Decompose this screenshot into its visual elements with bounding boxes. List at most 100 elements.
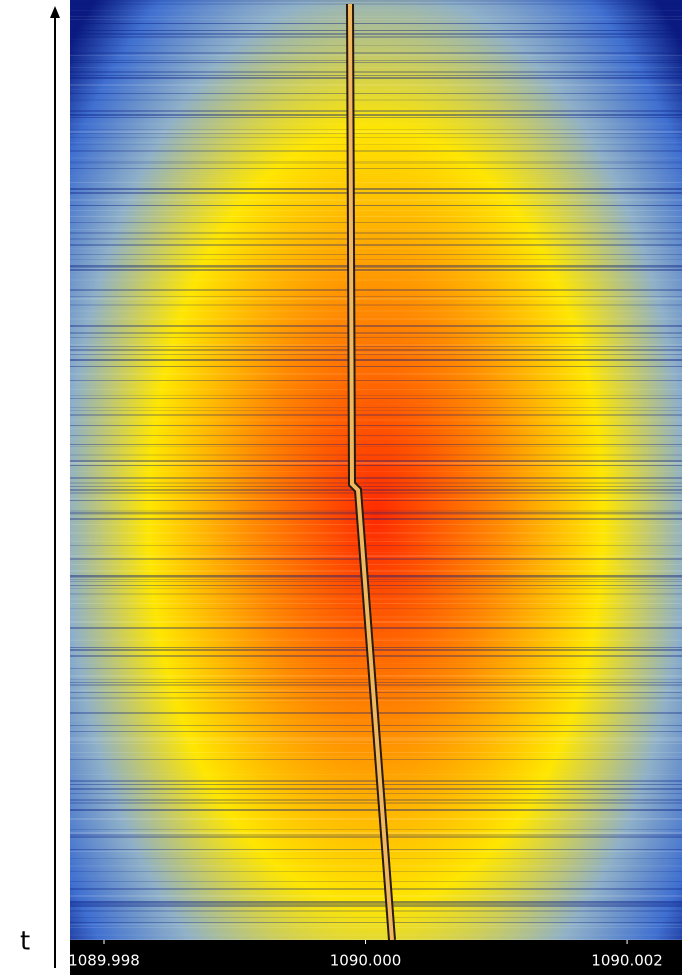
stripe [70, 344, 682, 346]
stripe [70, 649, 682, 651]
stripe [70, 450, 682, 451]
stripe [70, 296, 682, 297]
stripe [70, 444, 682, 445]
stripe [70, 849, 682, 850]
stripe [70, 123, 682, 125]
stripe [70, 668, 682, 669]
stripe [70, 844, 682, 846]
stripe [70, 799, 682, 801]
stripe [70, 895, 682, 897]
stripe [70, 140, 682, 141]
stripe [70, 352, 682, 354]
stripe [70, 471, 682, 472]
chart: t 1089.9981090.0001090.002 [0, 0, 690, 975]
stripe [70, 903, 682, 905]
stripe [70, 657, 682, 658]
stripe [70, 647, 682, 648]
stripe [70, 655, 682, 657]
stripe [70, 289, 682, 291]
stripe [70, 67, 682, 68]
stripe [70, 407, 682, 408]
stripe [70, 55, 682, 56]
stripe [70, 438, 682, 440]
stripe [70, 492, 682, 494]
stripe [70, 793, 682, 794]
stripe [70, 446, 682, 447]
stripe [70, 482, 682, 484]
stripe [70, 62, 682, 63]
stripe [70, 425, 682, 426]
stripe [70, 538, 682, 540]
stripe [70, 222, 682, 223]
stripe [70, 366, 682, 367]
stripe [70, 175, 682, 176]
stripe [70, 182, 682, 183]
stripe [70, 114, 682, 116]
stripe [70, 75, 682, 76]
stripe [70, 818, 682, 820]
stripe [70, 403, 682, 405]
stripe [70, 380, 682, 381]
stripe [70, 323, 682, 324]
stripe [70, 19, 682, 20]
stripe [70, 3, 682, 5]
stripe [70, 934, 682, 936]
stripe [70, 232, 682, 234]
stripe [70, 259, 682, 260]
stripe [70, 271, 682, 272]
stripe [70, 541, 682, 542]
stripe [70, 131, 682, 133]
stripe [70, 157, 682, 159]
stripe [70, 927, 682, 928]
stripe [70, 809, 682, 811]
stripe [70, 414, 682, 416]
stripe [70, 905, 682, 907]
stripe [70, 269, 682, 271]
stripe [70, 865, 682, 867]
stripe [70, 608, 682, 609]
stripe [70, 71, 682, 73]
stripe [70, 16, 682, 17]
stripe [70, 39, 682, 40]
stripe [70, 161, 682, 163]
stripe [70, 477, 682, 479]
stripe [70, 627, 682, 629]
stripe [70, 577, 682, 578]
stripe [70, 89, 682, 90]
stripe [70, 802, 682, 804]
stripe [70, 354, 682, 355]
stripe [70, 435, 682, 436]
stripe [70, 382, 682, 383]
stripe [70, 137, 682, 138]
stripe [70, 304, 682, 306]
stripe [70, 238, 682, 240]
stripe [70, 851, 682, 852]
stripe [70, 129, 682, 130]
stripe [70, 410, 682, 411]
stripe [70, 23, 682, 24]
stripe [70, 529, 682, 530]
stripe [70, 337, 682, 338]
stripe [70, 77, 682, 79]
stripe [70, 133, 682, 134]
stripe [70, 514, 682, 515]
stripe [70, 216, 682, 217]
stripe [70, 917, 682, 918]
stripe [70, 822, 682, 823]
stripe [70, 110, 682, 112]
stripe [70, 545, 682, 546]
stripe [70, 507, 682, 508]
stripe [70, 254, 682, 255]
stripe [70, 558, 682, 560]
arrow-head [50, 6, 60, 18]
stripe [70, 500, 682, 501]
stripe [70, 356, 682, 357]
stripe [70, 788, 682, 790]
stripe [70, 168, 682, 169]
x-tick-label: 1090.000 [330, 952, 402, 970]
stripe [70, 274, 682, 275]
stripe [70, 638, 682, 640]
stripe [70, 93, 682, 94]
x-tick-label: 1089.998 [68, 952, 140, 970]
stripe [70, 579, 682, 580]
